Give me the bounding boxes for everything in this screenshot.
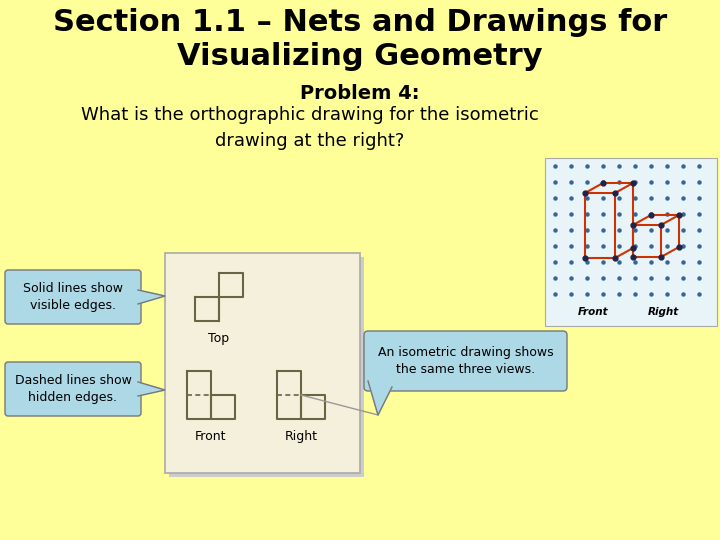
Text: Solid lines show
visible edges.: Solid lines show visible edges. <box>23 282 123 312</box>
Polygon shape <box>138 382 165 396</box>
Text: What is the orthographic drawing for the isometric
drawing at the right?: What is the orthographic drawing for the… <box>81 106 539 151</box>
FancyBboxPatch shape <box>545 158 717 326</box>
FancyBboxPatch shape <box>165 253 360 473</box>
Text: Section 1.1 – Nets and Drawings for: Section 1.1 – Nets and Drawings for <box>53 8 667 37</box>
Text: Right: Right <box>647 307 679 317</box>
Text: Front: Front <box>195 430 227 443</box>
Text: Right: Right <box>284 430 318 443</box>
Polygon shape <box>138 290 165 304</box>
Text: An isometric drawing shows
the same three views.: An isometric drawing shows the same thre… <box>378 346 553 376</box>
FancyBboxPatch shape <box>5 270 141 324</box>
Text: Problem 4:: Problem 4: <box>300 84 420 103</box>
FancyBboxPatch shape <box>5 362 141 416</box>
Text: Top: Top <box>208 332 230 345</box>
Text: Front: Front <box>577 307 608 317</box>
FancyBboxPatch shape <box>364 331 567 391</box>
FancyBboxPatch shape <box>169 257 364 477</box>
Text: Dashed lines show
hidden edges.: Dashed lines show hidden edges. <box>14 374 132 404</box>
Polygon shape <box>368 381 392 415</box>
Text: Visualizing Geometry: Visualizing Geometry <box>177 42 543 71</box>
